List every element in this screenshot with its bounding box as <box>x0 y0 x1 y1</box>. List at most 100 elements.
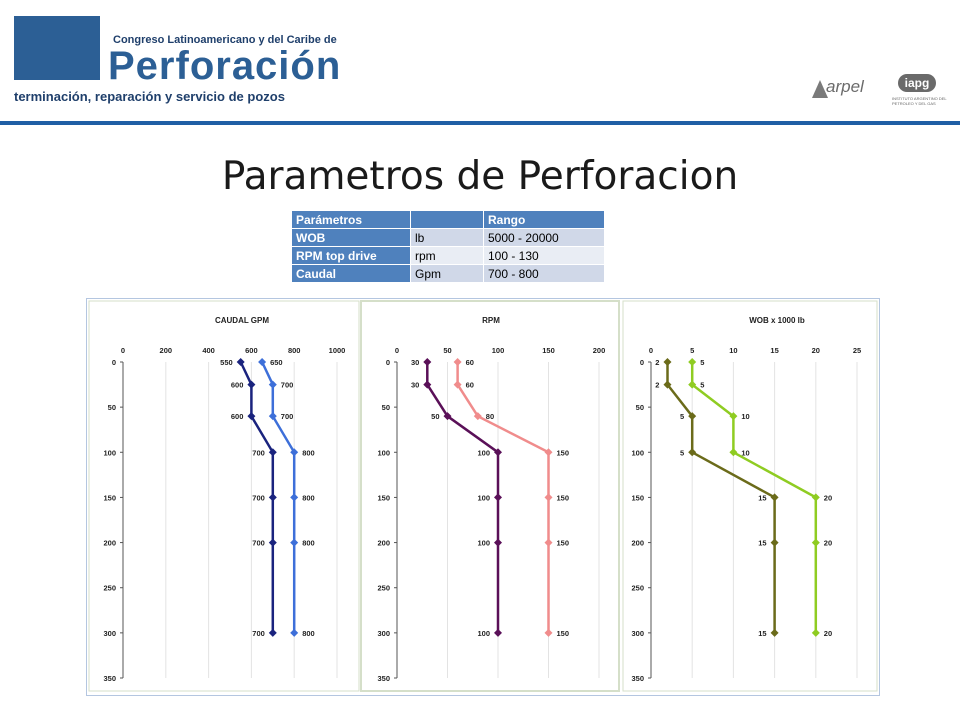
data-point <box>729 412 738 421</box>
data-label: 100 <box>477 493 490 502</box>
data-point <box>236 358 245 366</box>
data-label: 700 <box>281 412 294 421</box>
table-header-cell: Parámetros <box>291 210 411 229</box>
arpel-logo-icon <box>812 80 828 98</box>
x-tick-label: 0 <box>395 346 399 355</box>
y-tick-label: 350 <box>103 674 116 683</box>
data-point <box>770 493 779 502</box>
y-tick-label: 100 <box>103 448 116 457</box>
data-label: 20 <box>824 629 832 638</box>
data-point <box>494 448 502 457</box>
data-point <box>290 493 299 502</box>
data-label: 100 <box>477 448 490 457</box>
y-tick-label: 200 <box>631 539 644 548</box>
congress-logo-icon <box>14 16 100 80</box>
data-point <box>544 448 553 457</box>
data-label: 30 <box>411 358 419 367</box>
x-tick-label: 200 <box>160 346 173 355</box>
data-point <box>290 448 299 457</box>
x-tick-label: 15 <box>770 346 778 355</box>
data-label: 10 <box>741 412 749 421</box>
data-point <box>770 628 779 637</box>
data-label: 150 <box>557 629 570 638</box>
parameters-table: Parámetros Rango WOB lb 5000 - 20000 RPM… <box>291 210 605 283</box>
data-label: 2 <box>655 381 659 390</box>
data-label: 600 <box>231 412 244 421</box>
data-label: 150 <box>557 448 570 457</box>
row-label: Caudal <box>291 264 411 283</box>
chart-panel-1 <box>360 300 620 692</box>
data-label: 550 <box>220 358 233 367</box>
chart-title: RPM <box>482 316 500 325</box>
data-label: 20 <box>824 493 832 502</box>
data-point <box>473 412 482 421</box>
x-tick-label: 1000 <box>329 346 346 355</box>
brand-tagline: terminación, reparación y servicio de po… <box>14 89 285 104</box>
x-tick-label: 25 <box>853 346 861 355</box>
data-label: 700 <box>281 381 294 390</box>
x-tick-label: 100 <box>492 346 505 355</box>
data-point <box>290 538 299 547</box>
data-point <box>663 358 672 366</box>
y-tick-label: 200 <box>103 539 116 548</box>
data-point <box>770 538 779 547</box>
data-label: 600 <box>231 381 244 390</box>
arpel-label: arpel <box>826 77 864 96</box>
table-header-row: Parámetros Rango <box>291 210 605 229</box>
y-tick-label: 350 <box>377 674 390 683</box>
data-point <box>247 380 256 389</box>
y-tick-label: 250 <box>103 584 116 593</box>
x-tick-label: 200 <box>593 346 606 355</box>
x-tick-label: 5 <box>690 346 694 355</box>
data-label: 150 <box>557 493 570 502</box>
data-point <box>663 380 672 389</box>
brand-subtitle: Congreso Latinoamericano y del Caribe de <box>113 34 337 46</box>
header-banner: Congreso Latinoamericano y del Caribe de… <box>0 0 960 122</box>
data-label: 80 <box>486 412 494 421</box>
row-label: RPM top drive <box>291 246 411 265</box>
data-point <box>268 628 277 637</box>
row-range: 5000 - 20000 <box>483 228 605 247</box>
data-label: 5 <box>700 358 704 367</box>
data-point <box>688 380 697 389</box>
brand-title: Perforación <box>108 44 342 88</box>
x-tick-label: 150 <box>542 346 555 355</box>
x-tick-label: 400 <box>202 346 215 355</box>
y-tick-label: 100 <box>377 448 390 457</box>
y-tick-label: 50 <box>108 403 116 412</box>
data-point <box>544 628 553 637</box>
data-point <box>443 412 452 421</box>
x-tick-label: 600 <box>245 346 258 355</box>
row-range: 700 - 800 <box>483 264 605 283</box>
data-label: 100 <box>477 629 490 638</box>
data-label: 30 <box>411 381 419 390</box>
page-title: Parametros de Perforacion <box>221 154 739 199</box>
row-unit: lb <box>410 228 484 247</box>
data-label: 700 <box>252 539 265 548</box>
x-tick-label: 0 <box>649 346 653 355</box>
data-label: 2 <box>655 358 659 367</box>
data-label: 700 <box>252 629 265 638</box>
data-point <box>290 628 299 637</box>
x-tick-label: 0 <box>121 346 125 355</box>
charts-panel: CAUDAL GPM 0 200 400 600 800 1000 0 50 100 150 200 2… <box>86 298 880 696</box>
table-header-cell: Rango <box>483 210 605 229</box>
data-label: 800 <box>302 629 315 638</box>
data-label: 650 <box>270 358 283 367</box>
y-tick-label: 200 <box>377 539 390 548</box>
data-label: 5 <box>700 381 704 390</box>
header-divider <box>0 121 960 125</box>
data-label: 15 <box>758 629 766 638</box>
data-point <box>688 412 697 421</box>
table-row: RPM top drive rpm 100 - 130 <box>291 246 605 265</box>
x-tick-label: 10 <box>729 346 737 355</box>
data-point <box>811 493 820 502</box>
iapg-logo: iapg <box>898 74 936 92</box>
data-point <box>258 358 267 366</box>
y-tick-label: 250 <box>377 584 390 593</box>
y-tick-label: 0 <box>112 358 116 367</box>
data-point <box>453 380 462 389</box>
y-tick-label: 0 <box>640 358 644 367</box>
y-tick-label: 150 <box>631 493 644 502</box>
